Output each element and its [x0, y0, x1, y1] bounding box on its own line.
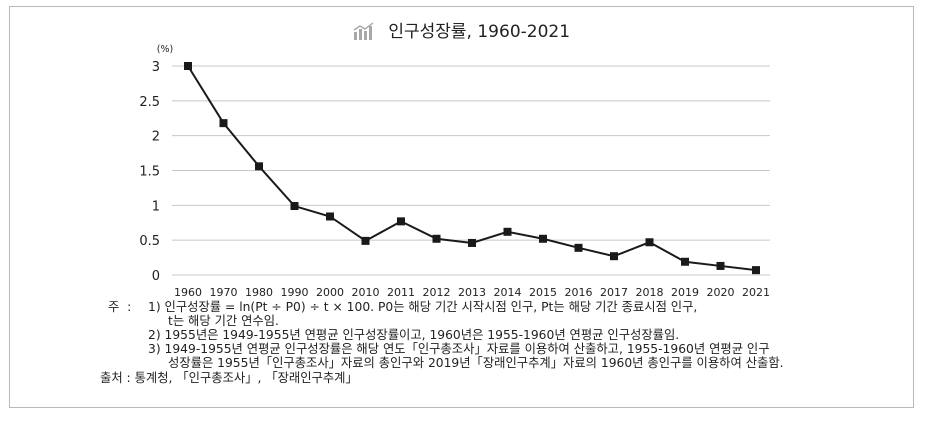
y-tick-label: 1.5 [139, 165, 160, 180]
x-tick-label: 2014 [494, 286, 522, 299]
y-tick-label: 2 [152, 130, 160, 145]
data-point [681, 257, 689, 266]
y-tick-label: 1 [152, 199, 160, 214]
data-point [645, 238, 654, 247]
data-point [503, 227, 512, 236]
y-tick-label: 0 [152, 269, 160, 284]
data-point [361, 236, 370, 245]
y-tick-label: 3 [152, 60, 160, 75]
y-tick-label: 2.5 [139, 95, 160, 110]
note-label: 주 : [108, 300, 132, 314]
bar-chart-icon [353, 22, 374, 40]
note-1-line-2: t는 해당 기간 연수임. [168, 314, 279, 328]
x-tick-label: 2019 [671, 286, 699, 299]
figure-frame: 인구성장률, 1960-2021 [9, 6, 914, 408]
data-point [219, 119, 228, 128]
x-tick-label: 1990 [281, 286, 309, 299]
x-tick-label: 2013 [458, 286, 486, 299]
y-axis-unit: (%) [157, 44, 173, 55]
data-point [574, 243, 583, 252]
data-point [432, 234, 441, 243]
data-point [326, 212, 334, 221]
x-tick-label: 2015 [529, 286, 557, 299]
data-point [752, 266, 760, 275]
x-tick-label: 2011 [387, 286, 415, 299]
x-tick-label: 2016 [565, 286, 593, 299]
x-tick-label: 1960 [174, 286, 202, 299]
x-tick-label: 2018 [636, 286, 664, 299]
x-tick-label: 2012 [423, 286, 451, 299]
x-tick-label: 1970 [210, 286, 238, 299]
x-tick-label: 1980 [245, 286, 273, 299]
chart-title-text: 인구성장률, 1960-2021 [388, 22, 571, 42]
data-point [468, 238, 476, 247]
y-tick-label: 0.5 [139, 234, 160, 249]
note-3-line-2: 성장률은 1955년「인구총조사」자료의 총인구와 2019년「장래인구추계」자… [168, 356, 784, 370]
data-point [255, 162, 263, 171]
note-2: 2) 1955년은 1949-1955년 연평균 인구성장률이고, 1960년은… [148, 328, 680, 342]
data-point [539, 234, 547, 243]
x-tick-label: 2000 [316, 286, 344, 299]
note-1-line-1: 주 :1) 인구성장률 = ln(Pt ÷ P0) ÷ t × 100. P0는… [108, 300, 698, 314]
data-point [184, 62, 192, 70]
source-note: 출처 : 통계청, 「인구총조사」, 「장래인구추계」 [100, 371, 358, 385]
chart-title: 인구성장률, 1960-2021 [10, 17, 913, 42]
footnotes: 주 :1) 인구성장률 = ln(Pt ÷ P0) ÷ t × 100. P0는… [108, 300, 898, 370]
data-point [610, 252, 618, 261]
x-tick-label: 2010 [352, 286, 380, 299]
note-3-line-1: 3) 1949-1955년 연평균 인구성장률은 해당 연도「인구총조사」자료를… [148, 342, 770, 356]
data-point [716, 261, 725, 270]
line-chart: 0 0.5 1 1.5 2 2.5 3 (%) 1960 1970 1980 1990 2000 2010… [139, 44, 770, 299]
data-point [397, 217, 405, 226]
x-tick-label: 2020 [707, 286, 735, 299]
data-point [290, 202, 299, 211]
x-tick-label: 2017 [600, 286, 628, 299]
x-tick-label: 2021 [742, 286, 770, 299]
